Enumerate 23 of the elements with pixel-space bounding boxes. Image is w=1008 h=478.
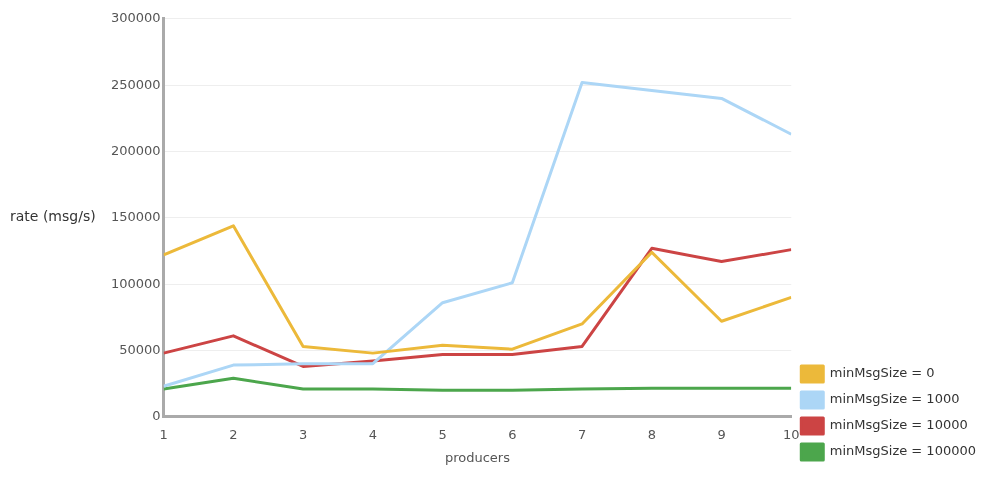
legend-label: minMsgSize = 100000 [829,443,977,459]
x-tick-label: 3 [298,426,308,442]
x-tick-label: 5 [438,426,447,442]
y-tick-label: 250000 [110,76,161,92]
x-tick-label: 7 [577,426,587,442]
y-axis-title: rate (msg/s) [10,208,96,225]
x-tick-label: 6 [508,426,517,442]
legend-label: minMsgSize = 1000 [829,391,960,407]
y-tick-label: 50000 [119,341,161,357]
y-tick-label: 300000 [110,10,161,26]
y-tick-label: 200000 [110,142,161,158]
x-tick-label: 8 [647,426,656,442]
x-tick-label: 9 [717,426,726,442]
y-tick-label: 150000 [110,209,161,225]
y-tick-label: 100000 [110,275,161,291]
x-tick-label: 2 [229,426,238,442]
legend-label: minMsgSize = 0 [829,365,935,381]
x-tick-label: 1 [159,426,168,442]
y-tick-label: 0 [152,408,161,424]
x-tick-label: 10 [783,426,800,442]
x-axis-title: producers [444,449,511,465]
legend-label: minMsgSize = 10000 [829,417,968,433]
x-tick-label: 4 [368,426,377,442]
